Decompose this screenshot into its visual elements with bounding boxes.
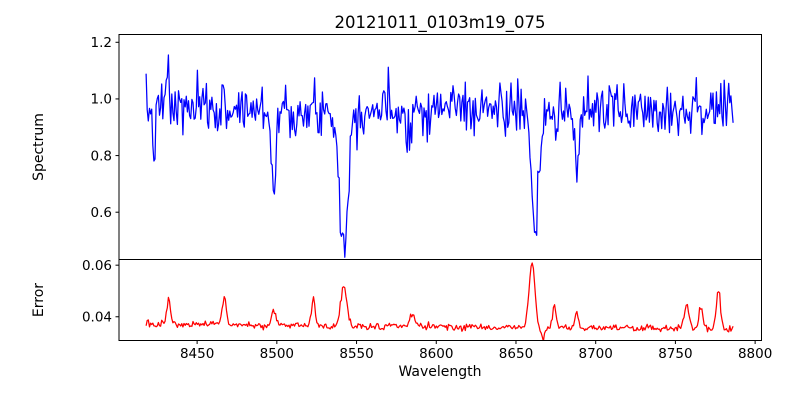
error-y-axis-label: Error <box>31 283 47 317</box>
spectrum-line <box>145 54 734 258</box>
spectrum-panel: 0.6 0.8 1.0 1.2 <box>91 34 762 260</box>
spectrum-y-axis-label: Spectrum <box>31 113 47 181</box>
x-tick-label: 8700 <box>579 346 613 362</box>
x-tick-label: 8800 <box>738 346 772 362</box>
x-tick-label: 8500 <box>260 346 294 362</box>
error-line <box>145 262 734 341</box>
x-tick-label: 8450 <box>180 346 214 362</box>
y-tick-label: 0.6 <box>91 205 112 221</box>
error-spines <box>118 259 762 341</box>
spectrum-spines <box>118 34 762 260</box>
plot-title: 20121011_0103m19_075 <box>334 13 545 33</box>
y-tick-label: 1.2 <box>91 35 112 51</box>
error-panel: 0.04 0.06 8450 8500 8550 8600 8650 8700 8750 8800 <box>82 258 772 362</box>
x-tick-label: 8650 <box>499 346 533 362</box>
x-tick-label: 8600 <box>419 346 453 362</box>
y-tick-label: 0.06 <box>82 258 112 274</box>
x-tick-label: 8550 <box>339 346 373 362</box>
y-tick-label: 0.04 <box>82 309 112 325</box>
x-axis-label: Wavelength <box>398 364 481 380</box>
y-tick-label: 0.8 <box>91 148 112 164</box>
x-tick-label: 8750 <box>658 346 692 362</box>
y-tick-label: 1.0 <box>91 92 112 108</box>
